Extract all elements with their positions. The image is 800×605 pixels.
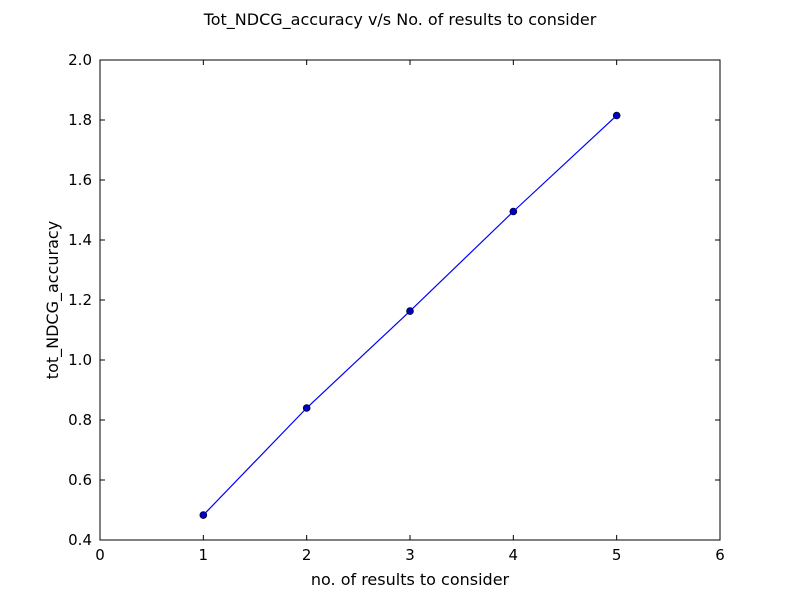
y-tick-label: 1.8 xyxy=(68,111,92,129)
data-point xyxy=(302,404,311,412)
data-point xyxy=(509,207,518,216)
x-tick-label: 4 xyxy=(509,546,519,564)
y-tick-label: 1.2 xyxy=(68,291,92,309)
axis-ticks: 0 1 2 3 4 5 6 0.4 0.6 0.8 1.0 1.2 1.4 1.6 1.8 2.0 xyxy=(68,51,725,564)
chart-title: Tot_NDCG_accuracy v/s No. of results to … xyxy=(203,10,597,30)
y-axis-label: tot_NDCG_accuracy xyxy=(43,221,63,379)
x-tick-label: 5 xyxy=(612,546,622,564)
data-point xyxy=(406,307,414,315)
y-tick-label: 2.0 xyxy=(68,51,92,69)
y-tick-label: 1.6 xyxy=(68,171,92,189)
plot-area-frame xyxy=(99,59,721,541)
y-tick-label: 0.4 xyxy=(68,531,92,549)
y-tick-label: 1.4 xyxy=(68,231,92,249)
y-tick-label: 1.0 xyxy=(68,351,92,369)
y-tick-label: 0.6 xyxy=(68,471,92,489)
x-tick-label: 2 xyxy=(302,546,312,564)
x-tick-label: 3 xyxy=(405,546,415,564)
y-tick-label: 0.8 xyxy=(68,411,92,429)
data-point xyxy=(612,111,621,120)
x-tick-label: 0 xyxy=(95,546,105,564)
data-series xyxy=(199,111,621,519)
data-point xyxy=(199,511,208,519)
x-axis-label: no. of results to consider xyxy=(311,570,510,589)
x-tick-label: 1 xyxy=(199,546,209,564)
x-tick-label: 6 xyxy=(715,546,725,564)
series-line xyxy=(202,115,618,516)
